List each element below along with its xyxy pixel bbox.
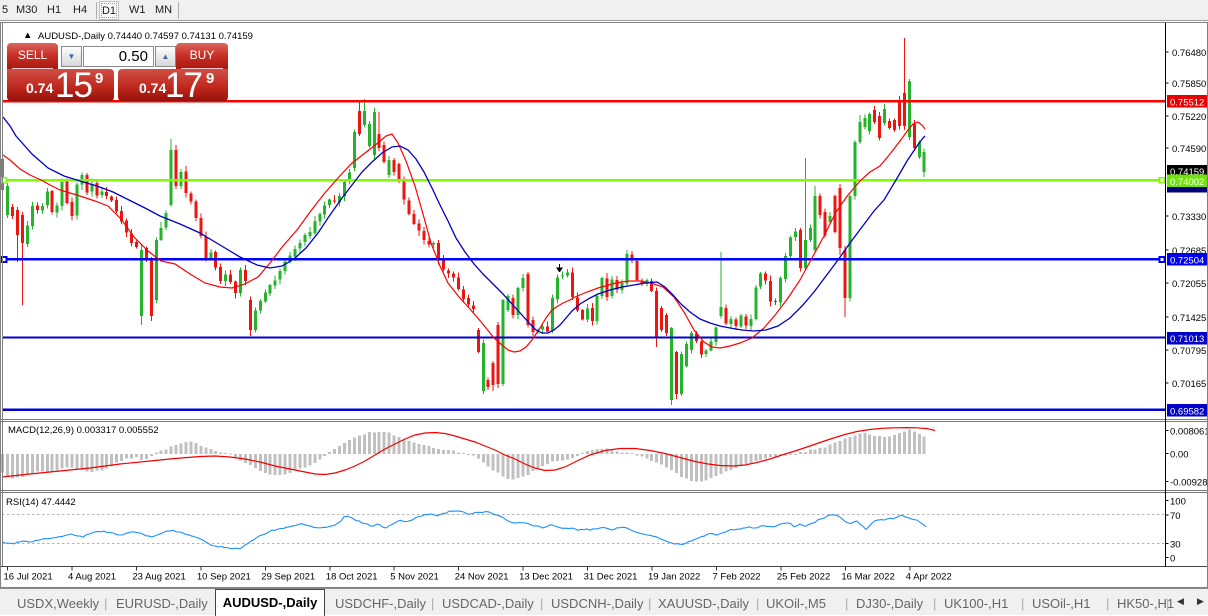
- svg-text:31 Dec 2021: 31 Dec 2021: [584, 572, 638, 583]
- svg-text:0.72685: 0.72685: [1172, 246, 1206, 257]
- svg-text:16 Mar 2022: 16 Mar 2022: [841, 572, 894, 583]
- svg-text:0.74590: 0.74590: [1172, 144, 1206, 155]
- svg-text:4 Apr 2022: 4 Apr 2022: [906, 572, 952, 583]
- svg-text:23 Aug 2021: 23 Aug 2021: [132, 572, 185, 583]
- svg-text:16 Jul 2021: 16 Jul 2021: [4, 572, 53, 583]
- svg-text:0.73330: 0.73330: [1172, 212, 1206, 223]
- svg-text:19 Jan 2022: 19 Jan 2022: [648, 572, 700, 583]
- svg-text:7 Feb 2022: 7 Feb 2022: [713, 572, 761, 583]
- svg-text:13 Dec 2021: 13 Dec 2021: [519, 572, 573, 583]
- svg-text:0.70165: 0.70165: [1172, 379, 1206, 390]
- svg-text:0.75220: 0.75220: [1172, 112, 1206, 123]
- svg-text:RSI(14) 47.4442: RSI(14) 47.4442: [6, 497, 76, 508]
- svg-text:100: 100: [1170, 497, 1186, 508]
- svg-text:0.71425: 0.71425: [1172, 313, 1206, 324]
- svg-text:MACD(12,26,9) 0.003317 0.00555: MACD(12,26,9) 0.003317 0.005552: [8, 425, 159, 436]
- svg-text:25 Feb 2022: 25 Feb 2022: [777, 572, 830, 583]
- svg-text:29 Sep 2021: 29 Sep 2021: [261, 572, 315, 583]
- svg-text:▲: ▲: [23, 30, 32, 41]
- svg-text:24 Nov 2021: 24 Nov 2021: [455, 572, 509, 583]
- svg-text:70: 70: [1170, 511, 1181, 522]
- svg-text:0.72055: 0.72055: [1172, 279, 1206, 290]
- svg-text:0.008061: 0.008061: [1170, 427, 1208, 438]
- svg-text:18 Oct 2021: 18 Oct 2021: [326, 572, 378, 583]
- svg-text:4 Aug 2021: 4 Aug 2021: [68, 572, 116, 583]
- svg-text:0.70795: 0.70795: [1172, 346, 1206, 357]
- svg-text:0.75850: 0.75850: [1172, 79, 1206, 90]
- svg-text:0.76480: 0.76480: [1172, 48, 1206, 59]
- svg-text:0.71013: 0.71013: [1170, 334, 1204, 345]
- svg-text:AUDUSD-,Daily 0.74440 0.74597: AUDUSD-,Daily 0.74440 0.74597 0.74131 0.…: [38, 31, 253, 42]
- svg-text:0: 0: [1170, 554, 1175, 565]
- svg-text:10 Sep 2021: 10 Sep 2021: [197, 572, 251, 583]
- svg-text:0.72504: 0.72504: [1170, 256, 1204, 267]
- svg-text:0.00: 0.00: [1170, 450, 1189, 461]
- svg-text:0.75512: 0.75512: [1170, 98, 1204, 109]
- svg-text:-0.00928: -0.00928: [1170, 478, 1208, 489]
- svg-text:30: 30: [1170, 540, 1181, 551]
- svg-text:0.69582: 0.69582: [1170, 407, 1204, 418]
- svg-text:0.74159: 0.74159: [1170, 167, 1204, 178]
- svg-text:0.74002: 0.74002: [1170, 177, 1204, 188]
- svg-text:5 Nov 2021: 5 Nov 2021: [390, 572, 439, 583]
